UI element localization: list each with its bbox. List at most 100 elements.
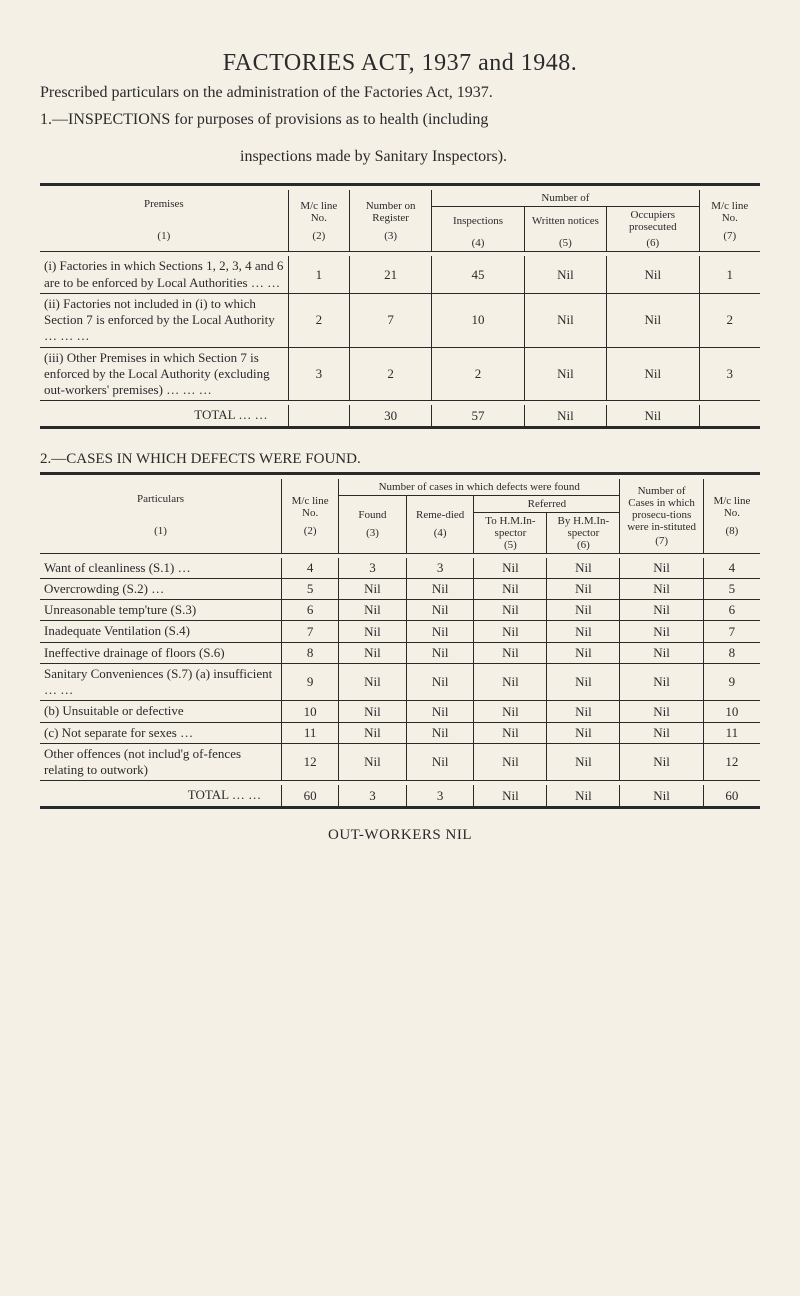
- intro-line: Prescribed particulars on the administra…: [40, 83, 760, 104]
- row-value: Nil: [547, 642, 620, 663]
- t1-total-v5: [699, 405, 760, 427]
- t2-h-mcline2: M/c line No.: [708, 495, 756, 519]
- t1-coln-4: (4): [432, 235, 525, 252]
- t2-coln-7: (7): [624, 535, 699, 547]
- row-value: Nil: [524, 347, 606, 401]
- row-value: 2: [432, 347, 525, 401]
- t2-total-v2: 3: [406, 785, 474, 807]
- row-value: Nil: [339, 701, 407, 722]
- row-value: 5: [703, 578, 760, 599]
- row-label: Want of cleanliness (S.1) …: [40, 558, 282, 579]
- row-value: Nil: [474, 578, 547, 599]
- inspections-table: Premises (1) M/c line No. (2) Number on …: [40, 183, 760, 432]
- row-value: Nil: [547, 558, 620, 579]
- t2-coln-8: (8): [708, 525, 756, 537]
- row-value: Nil: [547, 600, 620, 621]
- t1-coln-7: (7): [704, 230, 756, 242]
- row-value: Nil: [406, 600, 474, 621]
- table-row: Other offences (not includ'g of-fences r…: [40, 743, 760, 781]
- row-value: Nil: [339, 722, 407, 743]
- t1-total-v4: Nil: [606, 405, 699, 427]
- row-value: 3: [406, 558, 474, 579]
- row-label: (ii) Factories not included in (i) to wh…: [40, 293, 288, 347]
- row-value: Nil: [474, 701, 547, 722]
- row-value: Nil: [406, 663, 474, 701]
- row-value: Nil: [406, 701, 474, 722]
- section1-head: 1.—INSPECTIONS for purposes of provision…: [40, 110, 760, 131]
- row-label: Overcrowding (S.2) …: [40, 578, 282, 599]
- t1-h-occ: Occupiers prosecuted: [611, 209, 695, 233]
- t2-total-v4: Nil: [547, 785, 620, 807]
- row-value: Nil: [620, 701, 704, 722]
- row-value: Nil: [620, 642, 704, 663]
- row-value: Nil: [339, 743, 407, 781]
- t2-total-v3: Nil: [474, 785, 547, 807]
- row-label: (b) Unsuitable or defective: [40, 701, 282, 722]
- row-value: Nil: [339, 600, 407, 621]
- row-value: 12: [703, 743, 760, 781]
- t2-h-referred: Referred: [474, 495, 620, 512]
- row-value: Nil: [620, 621, 704, 642]
- row-value: 45: [432, 256, 525, 293]
- table-row: Inadequate Ventilation (S.4)7NilNilNilNi…: [40, 621, 760, 642]
- row-value: Nil: [474, 621, 547, 642]
- row-value: 11: [703, 722, 760, 743]
- row-value: Nil: [524, 256, 606, 293]
- t2-coln-4: (4): [411, 527, 470, 539]
- row-label: Other offences (not includ'g of-fences r…: [40, 743, 282, 781]
- row-label: (i) Factories in which Sections 1, 2, 3,…: [40, 256, 288, 293]
- row-value: Nil: [474, 722, 547, 743]
- row-value: 6: [282, 600, 339, 621]
- row-value: Nil: [406, 621, 474, 642]
- row-value: Nil: [547, 722, 620, 743]
- t1-coln-6: (6): [606, 235, 699, 252]
- row-label: (c) Not separate for sexes …: [40, 722, 282, 743]
- row-value: Nil: [406, 722, 474, 743]
- t2-h-reme: Reme-died: [411, 509, 470, 521]
- row-value: Nil: [339, 642, 407, 663]
- t1-coln-1: (1): [44, 230, 284, 244]
- row-value: Nil: [339, 621, 407, 642]
- t2-h-found: Found: [343, 509, 402, 521]
- section2-head-text: 2.—CASES IN WHICH DEFECTS WERE FOUND.: [40, 451, 361, 467]
- defects-table: Particulars (1) M/c line No. (2) Number …: [40, 472, 760, 813]
- row-value: Nil: [406, 642, 474, 663]
- table-row: Want of cleanliness (S.1) …433NilNilNil4: [40, 558, 760, 579]
- row-value: Nil: [547, 701, 620, 722]
- row-value: Nil: [474, 600, 547, 621]
- row-value: 10: [703, 701, 760, 722]
- t2-h-to: To H.M.In-spector: [478, 515, 542, 539]
- row-value: Nil: [620, 558, 704, 579]
- t1-total-v0: [288, 405, 349, 427]
- row-value: Nil: [547, 621, 620, 642]
- row-value: 8: [282, 642, 339, 663]
- t2-coln-1: (1): [44, 525, 277, 539]
- t1-h-mcline2: M/c line No.: [704, 200, 756, 224]
- row-value: Nil: [474, 743, 547, 781]
- table-row: (c) Not separate for sexes …11NilNilNilN…: [40, 722, 760, 743]
- row-value: Nil: [524, 293, 606, 347]
- t1-h-written: Written notices: [529, 215, 602, 227]
- row-value: 9: [703, 663, 760, 701]
- t2-coln-5: (5): [478, 539, 542, 551]
- t1-h-insp: Inspections: [436, 215, 520, 227]
- row-value: 6: [703, 600, 760, 621]
- row-value: 1: [699, 256, 760, 293]
- table-row: (iii) Other Premises in which Section 7 …: [40, 347, 760, 401]
- table-row: (b) Unsuitable or defective10NilNilNilNi…: [40, 701, 760, 722]
- t2-h-numberwhich: Number of Cases in which prosecu-tions w…: [624, 485, 699, 533]
- t1-total-label: TOTAL … …: [40, 405, 288, 427]
- t2-total-label: TOTAL … …: [40, 785, 282, 807]
- row-value: 7: [282, 621, 339, 642]
- row-value: 10: [282, 701, 339, 722]
- row-value: 11: [282, 722, 339, 743]
- t1-coln-3: (3): [354, 230, 427, 242]
- row-value: Nil: [474, 642, 547, 663]
- t2-h-mcline: M/c line No.: [286, 495, 334, 519]
- t2-total-v5: Nil: [620, 785, 704, 807]
- row-value: 10: [432, 293, 525, 347]
- row-value: Nil: [620, 578, 704, 599]
- row-value: 2: [699, 293, 760, 347]
- t1-h-numreg: Number on Register: [354, 200, 427, 224]
- row-value: 3: [288, 347, 349, 401]
